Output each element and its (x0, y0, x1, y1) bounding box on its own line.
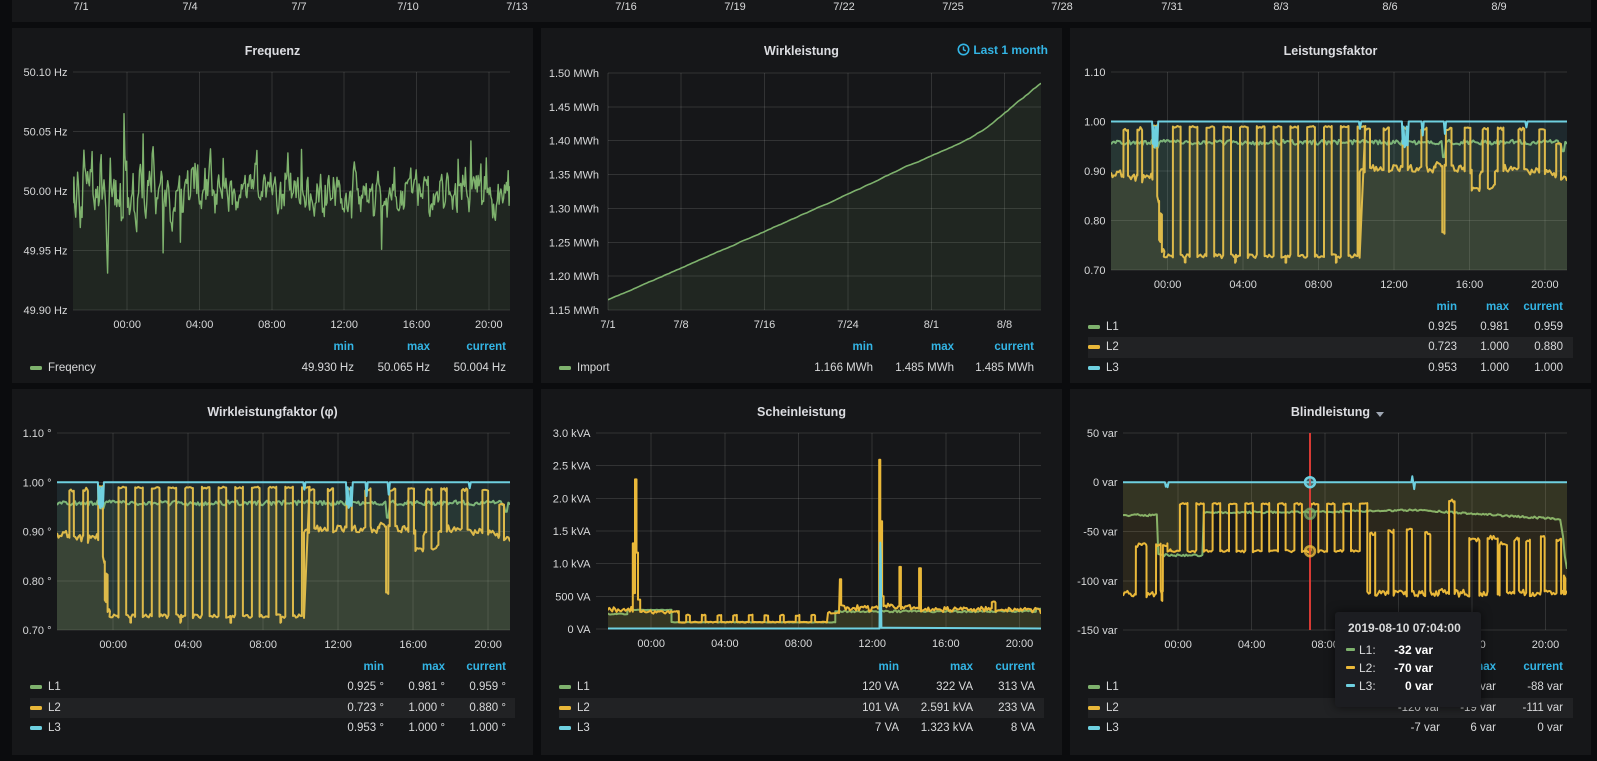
svg-text:12:00: 12:00 (1380, 279, 1408, 291)
svg-text:50.10 Hz: 50.10 Hz (23, 67, 67, 79)
svg-text:16:00: 16:00 (1456, 279, 1484, 291)
svg-text:7/8: 7/8 (673, 319, 688, 331)
svg-text:49.95 Hz: 49.95 Hz (23, 246, 67, 258)
svg-text:04:00: 04:00 (186, 319, 214, 331)
svg-text:8/8: 8/8 (997, 319, 1012, 331)
svg-text:1.20 MWh: 1.20 MWh (549, 271, 599, 283)
svg-text:500 VA: 500 VA (555, 591, 591, 603)
svg-text:08:00: 08:00 (258, 319, 286, 331)
svg-text:1.35 MWh: 1.35 MWh (549, 170, 599, 182)
svg-text:1.40 MWh: 1.40 MWh (549, 136, 599, 148)
svg-text:20:00: 20:00 (1531, 279, 1559, 291)
svg-text:1.50 MWh: 1.50 MWh (549, 68, 599, 80)
svg-text:00:00: 00:00 (1164, 639, 1192, 651)
svg-text:0.70: 0.70 (1084, 265, 1105, 277)
svg-text:3.0 kVA: 3.0 kVA (553, 428, 591, 440)
svg-text:12:00: 12:00 (324, 639, 352, 651)
svg-text:2.0 kVA: 2.0 kVA (553, 493, 591, 505)
svg-text:1.00 °: 1.00 ° (23, 477, 52, 489)
svg-text:04:00: 04:00 (174, 639, 202, 651)
svg-text:04:00: 04:00 (1229, 279, 1257, 291)
svg-text:16:00: 16:00 (932, 638, 960, 650)
svg-text:08:00: 08:00 (1311, 639, 1339, 651)
svg-text:7/16: 7/16 (754, 319, 775, 331)
svg-text:0 VA: 0 VA (567, 624, 591, 636)
svg-text:12:00: 12:00 (858, 638, 886, 650)
svg-text:08:00: 08:00 (1305, 279, 1333, 291)
svg-text:1.30 MWh: 1.30 MWh (549, 203, 599, 215)
svg-text:1.10 °: 1.10 ° (23, 428, 52, 440)
svg-text:04:00: 04:00 (711, 638, 739, 650)
svg-text:00:00: 00:00 (637, 638, 665, 650)
svg-text:1.15 MWh: 1.15 MWh (549, 305, 599, 317)
svg-text:7/1: 7/1 (600, 319, 615, 331)
svg-text:00:00: 00:00 (113, 319, 141, 331)
svg-text:50.00 Hz: 50.00 Hz (23, 186, 67, 198)
svg-text:16:00: 16:00 (399, 639, 427, 651)
svg-text:1.5 kVA: 1.5 kVA (553, 526, 591, 538)
svg-text:20:00: 20:00 (1532, 639, 1560, 651)
svg-text:20:00: 20:00 (474, 639, 502, 651)
svg-text:8/1: 8/1 (924, 319, 939, 331)
svg-text:20:00: 20:00 (475, 319, 503, 331)
svg-text:1.25 MWh: 1.25 MWh (549, 237, 599, 249)
svg-text:0.70 °: 0.70 ° (23, 625, 52, 637)
svg-text:12:00: 12:00 (330, 319, 358, 331)
svg-text:0.80 °: 0.80 ° (23, 576, 52, 588)
svg-text:7/24: 7/24 (837, 319, 858, 331)
svg-text:-100 var: -100 var (1077, 576, 1118, 588)
svg-text:1.45 MWh: 1.45 MWh (549, 102, 599, 114)
svg-text:50.05 Hz: 50.05 Hz (23, 127, 67, 139)
svg-text:1.0 kVA: 1.0 kVA (553, 559, 591, 571)
svg-text:16:00: 16:00 (403, 319, 431, 331)
svg-text:2.5 kVA: 2.5 kVA (553, 461, 591, 473)
svg-text:08:00: 08:00 (249, 639, 277, 651)
svg-text:00:00: 00:00 (1154, 279, 1182, 291)
svg-text:-50 var: -50 var (1083, 527, 1118, 539)
svg-text:-150 var: -150 var (1077, 625, 1118, 637)
svg-text:1.00: 1.00 (1084, 117, 1105, 129)
svg-text:49.90 Hz: 49.90 Hz (23, 305, 67, 317)
svg-text:20:00: 20:00 (1006, 638, 1034, 650)
svg-text:0.90: 0.90 (1084, 166, 1105, 178)
svg-text:08:00: 08:00 (785, 638, 813, 650)
svg-text:0.80: 0.80 (1084, 216, 1105, 228)
svg-text:1.10: 1.10 (1084, 67, 1105, 79)
svg-text:0.90 °: 0.90 ° (23, 527, 52, 539)
svg-text:04:00: 04:00 (1238, 639, 1266, 651)
svg-text:50 var: 50 var (1087, 428, 1118, 440)
svg-text:0 var: 0 var (1093, 477, 1118, 489)
svg-text:00:00: 00:00 (99, 639, 127, 651)
